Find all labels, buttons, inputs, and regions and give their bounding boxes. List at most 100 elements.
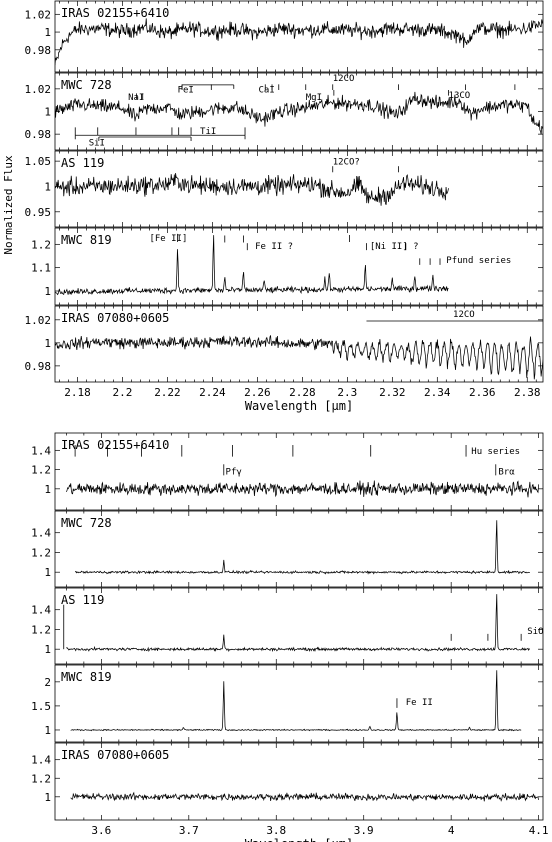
annotation: FeI	[178, 85, 194, 95]
x-axis-label: Wavelength [μm]	[245, 837, 353, 842]
annotation: 12CO	[333, 74, 355, 84]
x-axis-label: Wavelength [μm]	[245, 399, 353, 413]
y-tick-label: 1.2	[31, 546, 51, 559]
annotation: TiI	[200, 127, 216, 137]
panel-frame	[54, 432, 544, 511]
panel-label: AS 119	[61, 156, 104, 170]
panel-label: IRAS 02155+6410	[61, 438, 169, 452]
x-tick-label: 2.24	[199, 386, 226, 399]
y-tick-label: 1.02	[25, 314, 52, 327]
annotation: Pfγ	[226, 467, 242, 477]
x-tick-label: 2.38	[514, 386, 541, 399]
y-tick-label: 2	[44, 676, 51, 689]
annotation: [Ni II] ?	[370, 242, 419, 252]
panel: 0.98 1 1.02 IRAS 02155+6410	[25, 0, 544, 73]
x-tick-label: 4	[448, 824, 455, 837]
x-tick-label: 3.6	[91, 824, 111, 837]
x-tick-label: 2.34	[424, 386, 451, 399]
spectrum-line	[66, 480, 540, 498]
spectrum-line	[55, 91, 543, 135]
panel-label: MWC 819	[61, 670, 112, 684]
y-tick-label: 1	[44, 337, 51, 350]
panel: 1 1.2 1.4 IRAS 02155+6410 Pfγ Hu series Brα	[31, 432, 544, 511]
panel-label: MWC 819	[61, 233, 112, 247]
x-tick-label: 2.2	[113, 386, 133, 399]
annotation: 12CO	[453, 310, 475, 320]
y-tick-label: 1	[44, 180, 51, 193]
y-tick-label: 1.4	[31, 754, 51, 767]
y-tick-label: 1.1	[31, 262, 51, 275]
x-tick-label: 3.8	[266, 824, 286, 837]
y-tick-label: 1.4	[31, 444, 51, 457]
y-tick-label: 1	[44, 26, 51, 39]
y-tick-label: 1	[44, 566, 51, 579]
annotation: 12CO?	[333, 158, 360, 168]
annotation: NaI	[128, 93, 144, 103]
spectrum-line	[55, 235, 449, 296]
spectrum-line	[55, 335, 543, 380]
panel-frame	[54, 150, 544, 228]
panel-frame	[54, 0, 544, 73]
y-tick-label: 0.98	[25, 128, 52, 141]
panel-frame	[54, 742, 544, 821]
spectrum-line	[70, 791, 539, 802]
panel: 0.98 1 1.02 IRAS 07080+0605 12CO	[25, 305, 544, 383]
y-tick-label: 1.5	[31, 700, 51, 713]
annotation: CaI	[259, 85, 275, 95]
panel-label: MWC 728	[61, 78, 112, 92]
annotation: MgI	[306, 93, 322, 103]
y-tick-label: 1.2	[31, 464, 51, 477]
x-tick-label: 2.18	[64, 386, 91, 399]
chart-K-band: 0.98 1 1.02 IRAS 02155+6410 0.98 1 1.02 MWC 728…	[25, 0, 544, 413]
panel-label: IRAS 07080+0605	[61, 748, 169, 762]
panel: 1 1.2 1.4 MWC 728	[31, 510, 544, 588]
panel-frame	[54, 587, 544, 665]
x-tick-label: 2.28	[289, 386, 316, 399]
y-tick-label: 1	[44, 643, 51, 656]
panel-frame	[54, 510, 544, 588]
annotation: Hu series	[471, 447, 520, 457]
spectrum-line	[55, 18, 543, 66]
spectrum-line	[75, 520, 530, 575]
annotation: Fe II	[406, 698, 433, 708]
annotation: [Fe II]	[149, 234, 187, 244]
y-tick-label: 1.05	[25, 155, 52, 168]
x-tick-label: 4.1	[529, 824, 549, 837]
x-tick-label: 2.32	[379, 386, 406, 399]
x-tick-label: 3.9	[354, 824, 374, 837]
y-tick-label: 1	[44, 483, 51, 496]
y-tick-label: 1	[44, 791, 51, 804]
y-tick-label: 0.98	[25, 360, 52, 373]
y-tick-label: 0.95	[25, 206, 52, 219]
y-tick-label: 0.98	[25, 44, 52, 57]
annotation: Brα	[498, 467, 515, 477]
annotation: SiI	[89, 138, 105, 148]
y-tick-label: 1	[44, 106, 51, 119]
panel-label: IRAS 02155+6410	[61, 6, 169, 20]
annotation: SiO	[527, 627, 543, 637]
panel-frame	[54, 227, 544, 306]
x-tick-label: 2.3	[337, 386, 357, 399]
panel: 1 1.1 1.2 MWC 819 [Fe II] Fe II ? [Ni II] ? Pfu…	[31, 227, 544, 306]
panel-label: MWC 728	[61, 516, 112, 530]
spectrum-line	[70, 670, 522, 732]
chart-root: 0.98 1 1.02 IRAS 02155+6410 0.98 1 1.02 MWC 728…	[25, 0, 549, 842]
panel: 1 1.5 2 MWC 819 Fe II	[31, 664, 544, 743]
figure-ylabel: Normalized Flux	[2, 155, 15, 255]
annotation: Fe II ?	[255, 242, 293, 252]
x-tick-label: 2.22	[154, 386, 181, 399]
panel: 0.95 1 1.05 AS 119 12CO?	[25, 150, 544, 228]
x-tick-label: 2.36	[469, 386, 496, 399]
annotation: 13CO	[449, 91, 471, 101]
x-tick-label: 3.7	[179, 824, 199, 837]
spectrum-line	[55, 173, 449, 206]
annotation: Pfund series	[446, 256, 511, 266]
y-tick-label: 1.2	[31, 238, 51, 251]
panel: 0.98 1 1.02 MWC 728 NaI FeI CaI MgI 12CO 13CO SiI T…	[25, 72, 544, 151]
y-tick-label: 1	[44, 724, 51, 737]
y-tick-label: 1.02	[25, 8, 52, 21]
x-tick-label: 2.26	[244, 386, 271, 399]
panel-frame	[54, 664, 544, 743]
y-tick-label: 1.2	[31, 623, 51, 636]
